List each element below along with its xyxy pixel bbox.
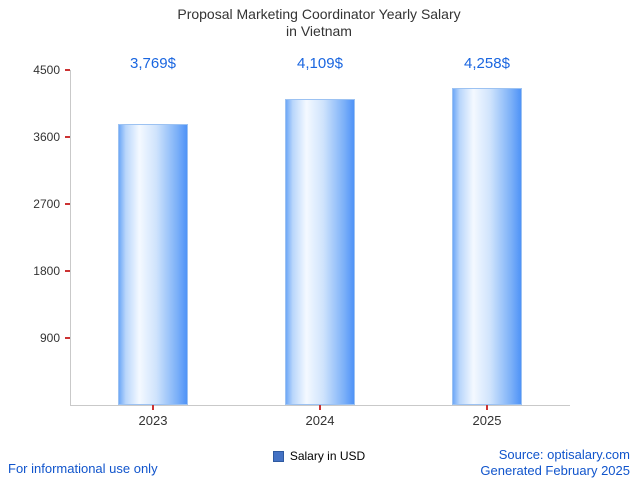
y-axis-line <box>70 70 71 405</box>
y-tick-mark <box>65 337 70 339</box>
x-tick-label-2024: 2024 <box>305 413 335 428</box>
legend-swatch-icon <box>272 450 284 462</box>
bar-2024 <box>285 99 355 405</box>
source-block: Source: optisalary.com Generated Februar… <box>480 447 630 478</box>
value-label-2024: 4,109$ <box>297 55 343 72</box>
y-tick-mark <box>65 203 70 205</box>
x-tick-mark <box>486 405 488 410</box>
chart-title: Proposal Marketing Coordinator Yearly Sa… <box>0 6 638 40</box>
value-label-2023: 3,769$ <box>130 55 176 72</box>
chart-title-line1: Proposal Marketing Coordinator Yearly Sa… <box>177 6 461 22</box>
source-link[interactable]: Source: optisalary.com <box>498 447 630 462</box>
y-tick-mark <box>65 270 70 272</box>
y-tick-mark <box>65 69 70 71</box>
x-tick-label-2023: 2023 <box>138 413 168 428</box>
legend-label: Salary in USD <box>289 449 366 463</box>
generated-date: Generated February 2025 <box>480 463 630 478</box>
plot-area <box>70 70 570 406</box>
chart-legend: Salary in USD <box>0 449 638 463</box>
y-tick-label-3600: 3600 <box>33 130 60 144</box>
x-tick-label-2025: 2025 <box>472 413 502 428</box>
informational-note: For informational use only <box>8 461 158 476</box>
x-tick-mark <box>152 405 154 410</box>
y-tick-label-2700: 2700 <box>33 197 60 211</box>
bar-2023 <box>118 124 188 405</box>
y-tick-label-4500: 4500 <box>33 63 60 77</box>
x-tick-mark <box>319 405 321 410</box>
y-tick-mark <box>65 136 70 138</box>
chart-title-line2: in Vietnam <box>286 23 352 39</box>
bar-2025 <box>452 88 522 405</box>
y-tick-label-900: 900 <box>39 331 60 345</box>
y-tick-label-1800: 1800 <box>33 264 60 278</box>
value-label-2025: 4,258$ <box>464 55 510 72</box>
